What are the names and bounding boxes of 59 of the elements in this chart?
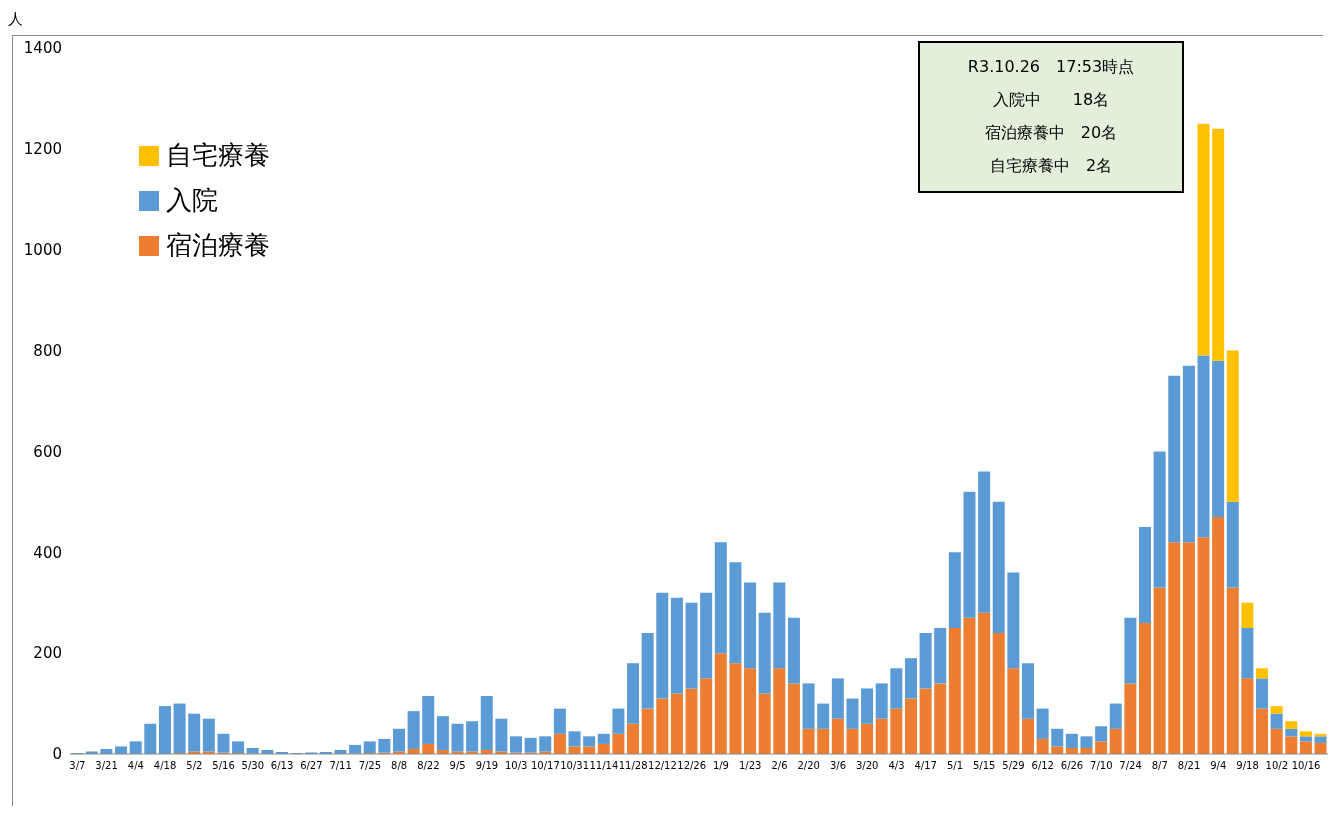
legend-label: 宿泊療養 — [166, 229, 270, 262]
x-tick-label: 9/4 — [1210, 760, 1227, 772]
x-tick-label: 3/6 — [829, 760, 847, 772]
y-axis-title: 人 — [8, 10, 23, 29]
x-tick-label: 3/21 — [95, 760, 118, 772]
x-tick-label: 8/22 — [417, 760, 440, 772]
y-tick-label: 1200 — [23, 140, 62, 159]
y-tick-label: 800 — [33, 341, 62, 360]
x-tick-label: 6/13 — [270, 760, 294, 772]
y-tick-label: 1000 — [23, 241, 62, 260]
y-tick-label: 1400 — [23, 39, 62, 58]
x-tick-label: 10/3 — [504, 760, 528, 772]
x-tick-label: 11/14 — [589, 760, 619, 772]
x-tick-label: 12/12 — [648, 760, 677, 772]
annotation: 自宅療養中 2名 — [988, 155, 1114, 177]
x-tick-label: 2/6 — [771, 760, 788, 772]
y-tick-label: 0 — [52, 745, 62, 764]
x-tick-label: 9/5 — [449, 760, 466, 772]
annotation: 宿泊療養中 20名 — [983, 122, 1119, 144]
x-tick-label: 5/1 — [946, 760, 964, 772]
annotation: 入院中 18名 — [991, 89, 1111, 111]
x-tick-label: 11/28 — [618, 760, 648, 772]
x-tick-label: 6/27 — [300, 760, 323, 772]
x-tick-label: 8/7 — [1151, 760, 1168, 772]
x-tick-label: 7/10 — [1090, 760, 1113, 772]
x-tick-label: 5/29 — [1002, 760, 1025, 772]
x-tick-label: 10/17 — [530, 760, 560, 772]
x-tick-label: 6/12 — [1031, 760, 1054, 772]
x-tick-label: 12/26 — [677, 760, 707, 772]
x-tick-label: 5/2 — [186, 760, 203, 772]
x-tick-label: 5/15 — [973, 760, 996, 772]
x-tick-label: 9/19 — [475, 760, 499, 772]
x-tick-label: 10/31 — [560, 760, 590, 772]
x-tick-label: 9/18 — [1236, 760, 1259, 772]
legend-label: 自宅療養 — [166, 139, 270, 172]
x-tick-label: 4/17 — [914, 760, 937, 772]
x-tick-label: 7/11 — [329, 760, 352, 772]
x-tick-label: 4/4 — [127, 760, 144, 772]
x-tick-label: 5/16 — [212, 760, 235, 772]
x-tick-label: 8/8 — [391, 760, 408, 772]
x-tick-label: 2/20 — [797, 760, 820, 772]
annotation: R3.10.26 17:53時点 — [966, 56, 1136, 78]
y-tick-label: 200 — [33, 644, 62, 663]
x-tick-label: 8/21 — [1177, 760, 1201, 772]
legend-label: 入院 — [166, 184, 218, 217]
x-tick-label: 5/30 — [241, 760, 265, 772]
x-tick-label: 10/16 — [1291, 760, 1321, 772]
x-tick-label: 1/23 — [738, 760, 762, 772]
x-tick-label: 7/25 — [358, 760, 382, 772]
x-tick-label: 10/2 — [1265, 760, 1289, 772]
x-tick-label: 3/20 — [855, 760, 879, 772]
x-tick-label: 7/24 — [1119, 760, 1142, 772]
x-tick-label: 6/26 — [1060, 760, 1084, 772]
x-tick-label: 4/18 — [153, 760, 177, 772]
x-tick-label: 4/3 — [888, 760, 905, 772]
y-tick-label: 600 — [33, 442, 62, 461]
y-tick-label: 400 — [33, 543, 62, 562]
x-tick-label: 3/7 — [69, 760, 86, 772]
x-tick-label: 1/9 — [712, 760, 729, 772]
